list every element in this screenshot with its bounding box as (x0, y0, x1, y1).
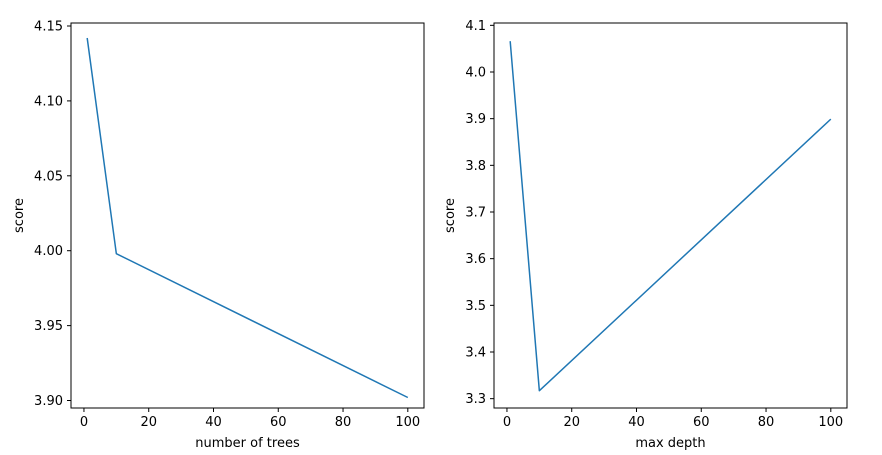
right-x-tick-label: 100 (818, 415, 843, 430)
right-y-tick-label: 3.6 (465, 252, 486, 267)
right-x-tick-label: 80 (758, 415, 775, 430)
left-y-tick-label: 4.10 (34, 94, 63, 109)
left-y-ticks: 3.90 3.95 4.00 4.05 4.10 4.15 (34, 19, 71, 409)
right-y-tick-label: 4.0 (465, 66, 486, 81)
right-x-axis-label: max depth (635, 436, 705, 451)
right-y-tick-label: 3.7 (465, 206, 486, 221)
right-y-tick-label: 4.1 (465, 19, 486, 34)
left-x-tick-label: 60 (270, 415, 287, 430)
right-x-tick-label: 0 (503, 415, 511, 430)
left-x-axis-label: number of trees (195, 436, 300, 451)
right-y-tick-label: 3.8 (465, 159, 486, 174)
left-x-tick-label: 0 (80, 415, 88, 430)
left-x-tick-label: 100 (395, 415, 420, 430)
left-y-axis-label: score (12, 198, 27, 233)
left-y-tick-label: 4.00 (34, 244, 63, 259)
right-y-ticks: 3.3 3.4 3.5 3.6 3.7 3.8 3.9 4.0 4.1 (465, 19, 494, 407)
right-y-tick-label: 3.5 (465, 299, 486, 314)
left-y-tick-label: 3.90 (34, 394, 63, 409)
right-y-tick-label: 3.3 (465, 392, 486, 407)
left-x-tick-label: 20 (140, 415, 157, 430)
left-x-tick-label: 80 (335, 415, 352, 430)
right-y-axis-label: score (443, 198, 458, 233)
right-series-line (509, 41, 832, 392)
right-x-tick-label: 60 (693, 415, 710, 430)
left-x-tick-label: 40 (205, 415, 222, 430)
right-plot-area (493, 22, 848, 409)
right-chart: 0 20 40 60 80 100 3.3 3.4 3.5 3.6 3.7 3.8 3.9 4.0 4.1… (443, 19, 848, 451)
right-x-tick-label: 20 (563, 415, 580, 430)
left-x-ticks: 0 20 40 60 80 100 (80, 408, 420, 430)
right-x-tick-label: 40 (628, 415, 645, 430)
right-y-tick-label: 3.9 (465, 112, 486, 127)
left-chart: 0 20 40 60 80 100 3.90 3.95 4.00 4.05 4.10 4.15 nu… (12, 19, 425, 451)
left-series-line (86, 37, 409, 399)
left-y-tick-label: 4.15 (34, 19, 63, 34)
left-plot-area (70, 22, 425, 409)
left-y-tick-label: 3.95 (34, 319, 63, 334)
left-y-tick-label: 4.05 (34, 169, 63, 184)
right-x-ticks: 0 20 40 60 80 100 (503, 408, 843, 430)
right-y-tick-label: 3.4 (465, 346, 486, 361)
